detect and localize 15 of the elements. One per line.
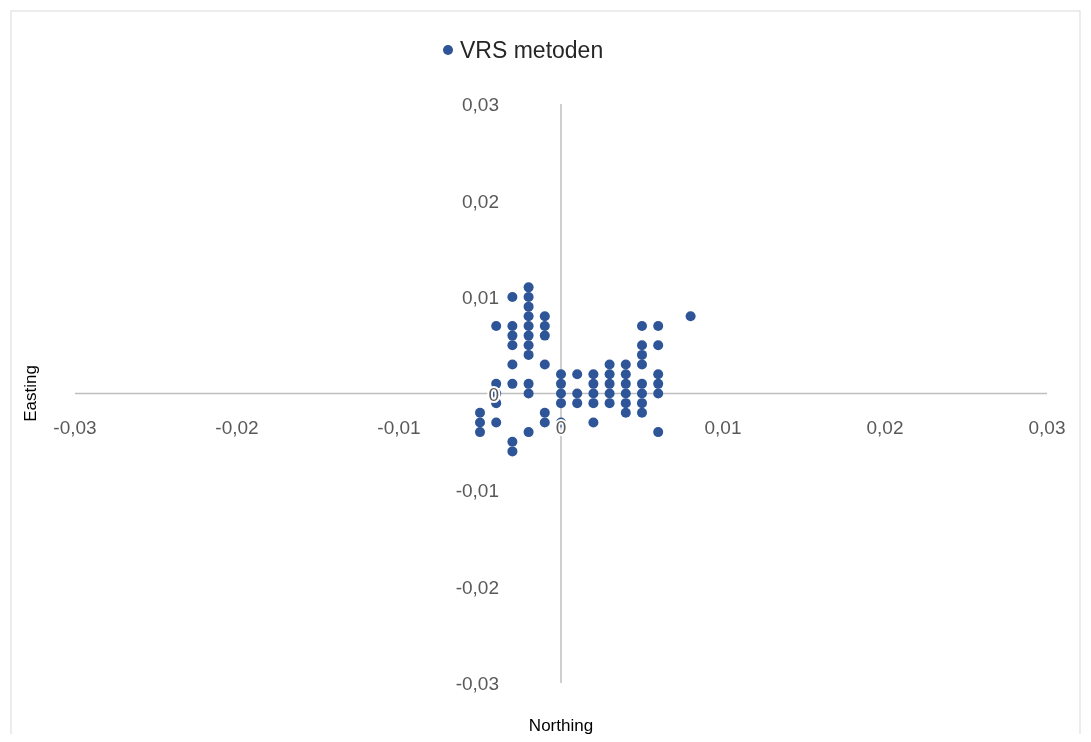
x-tick-label: 0,01 [704,416,742,438]
y-tick-label: 0,01 [462,287,499,308]
y-tick-label: -0,01 [455,480,499,501]
y-axis-title: Easting [21,365,40,422]
x-tick-label: -0,03 [53,416,97,438]
legend-label: VRS metoden [460,37,604,63]
y-tick-label: 0,03 [462,94,499,115]
y-tick-label: -0,03 [455,673,499,694]
y-tick-label: 0,02 [462,190,499,212]
x-axis-title: Northing [528,716,594,735]
y-tick-label: -0,02 [455,576,499,598]
x-tick-label: 0,02 [866,416,904,438]
x-tick-label: -0,02 [215,416,259,438]
x-tick-label: -0,01 [377,416,421,438]
x-tick-label: 0,03 [1028,416,1066,438]
